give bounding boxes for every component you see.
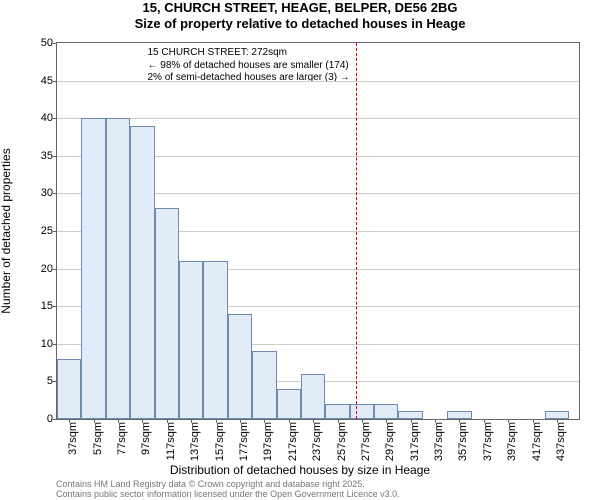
y-tick-mark <box>53 118 57 119</box>
x-tick-label: 437sqm <box>557 402 569 441</box>
y-axis-label: Number of detached properties <box>0 148 13 313</box>
x-tick-label: 157sqm <box>216 402 228 441</box>
y-tick-label: 5 <box>13 375 53 387</box>
y-tick-label: 0 <box>13 413 53 425</box>
y-tick-mark <box>53 419 57 420</box>
x-tick-label: 137sqm <box>191 402 203 441</box>
marker-annotation: 15 CHURCH STREET: 272sqm ← 98% of detach… <box>147 47 349 85</box>
y-tick-label: 15 <box>13 300 53 312</box>
marker-line <box>356 43 357 419</box>
chart-footer: Contains HM Land Registry data © Crown c… <box>56 480 400 500</box>
y-tick-label: 45 <box>13 75 53 87</box>
annot-line-1: 15 CHURCH STREET: 272sqm <box>147 47 349 60</box>
chart-container: 15, CHURCH STREET, HEAGE, BELPER, DE56 2… <box>0 0 600 500</box>
footer-line-2: Contains public sector information licen… <box>56 490 400 500</box>
x-tick-label: 77sqm <box>118 405 130 438</box>
x-tick-label: 257sqm <box>338 402 350 441</box>
histogram-bar <box>106 118 130 419</box>
histogram-bar <box>130 126 154 419</box>
y-tick-label: 20 <box>13 263 53 275</box>
x-tick-label: 417sqm <box>533 402 545 441</box>
x-tick-label: 377sqm <box>484 402 496 441</box>
x-tick-label: 197sqm <box>264 402 276 441</box>
y-tick-label: 50 <box>13 37 53 49</box>
x-axis-label: Distribution of detached houses by size … <box>0 463 600 477</box>
x-tick-label: 217sqm <box>289 402 301 441</box>
x-tick-label: 57sqm <box>94 405 106 438</box>
y-tick-mark <box>53 231 57 232</box>
histogram-bar <box>179 261 203 419</box>
plot-area: 15 CHURCH STREET: 272sqm ← 98% of detach… <box>56 42 580 420</box>
y-tick-mark <box>53 306 57 307</box>
title-line-2: Size of property relative to detached ho… <box>0 16 600 32</box>
annot-line-2: ← 98% of detached houses are smaller (17… <box>147 60 349 73</box>
x-tick-label: 37sqm <box>69 405 81 438</box>
y-tick-label: 35 <box>13 150 53 162</box>
x-tick-label: 357sqm <box>459 402 471 441</box>
y-tick-label: 40 <box>13 112 53 124</box>
x-tick-label: 237sqm <box>313 402 325 441</box>
x-tick-label: 337sqm <box>435 402 447 441</box>
x-tick-label: 397sqm <box>508 402 520 441</box>
x-tick-label: 277sqm <box>362 402 374 441</box>
y-tick-mark <box>53 269 57 270</box>
x-tick-label: 317sqm <box>411 402 423 441</box>
chart-title: 15, CHURCH STREET, HEAGE, BELPER, DE56 2… <box>0 0 600 33</box>
x-tick-label: 97sqm <box>142 405 154 438</box>
x-tick-label: 297sqm <box>386 402 398 441</box>
title-line-1: 15, CHURCH STREET, HEAGE, BELPER, DE56 2… <box>0 0 600 16</box>
x-tick-label: 177sqm <box>240 402 252 441</box>
histogram-bar <box>155 208 179 419</box>
y-tick-mark <box>53 193 57 194</box>
annot-line-3: 2% of semi-detached houses are larger (3… <box>147 72 349 85</box>
grid-line <box>57 81 579 82</box>
grid-line <box>57 118 579 119</box>
y-tick-mark <box>53 81 57 82</box>
histogram-bar <box>203 261 227 419</box>
x-tick-label: 117sqm <box>167 403 179 441</box>
y-tick-mark <box>53 344 57 345</box>
y-tick-label: 10 <box>13 338 53 350</box>
y-tick-label: 30 <box>13 187 53 199</box>
y-tick-mark <box>53 43 57 44</box>
y-tick-mark <box>53 156 57 157</box>
y-tick-label: 25 <box>13 225 53 237</box>
histogram-bar <box>81 118 105 419</box>
